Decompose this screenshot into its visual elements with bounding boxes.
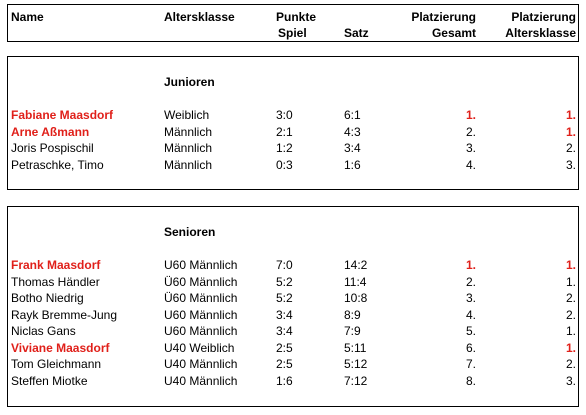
altersklasse-cell: Ü60 Männlich [164, 291, 238, 305]
alter-cell: 2. [565, 291, 576, 305]
player-name: Petraschke, Timo [11, 157, 104, 172]
spiel-cell: 0:3 [276, 157, 293, 172]
gesamt-cell: 4. [465, 157, 476, 172]
satz-cell: 1:6 [344, 157, 361, 172]
player-name: Fabiane Maasdorf [11, 108, 114, 122]
spiel-cell: 3:4 [276, 307, 293, 322]
col-altersklasse-header: Altersklasse [164, 10, 235, 24]
satz-cell: 10:8 [344, 291, 368, 305]
gesamt-cell: 8. [465, 373, 476, 388]
spiel-cell: 7:0 [276, 258, 293, 272]
spiel-cell: 1:2 [276, 141, 293, 155]
col-satz-header: Satz [344, 26, 369, 40]
altersklasse-cell: Männlich [164, 124, 213, 139]
satz-cell: 8:9 [344, 307, 361, 322]
alter-cell: 1. [565, 340, 576, 355]
satz-cell: 6:1 [344, 108, 361, 122]
spiel-cell: 5:2 [276, 291, 293, 305]
player-name: Thomas Händler [11, 274, 100, 289]
alter-cell: 1. [565, 124, 576, 139]
player-name: Steffen Miotke [11, 373, 88, 388]
player-name: Joris Pospischil [11, 141, 94, 155]
gesamt-cell: 2. [465, 274, 476, 289]
alter-cell: 1. [565, 258, 576, 272]
altersklasse-cell: Weiblich [164, 108, 210, 122]
alter-cell: 2. [565, 141, 576, 155]
spiel-cell: 2:5 [276, 357, 293, 371]
satz-cell: 3:4 [344, 141, 361, 155]
spiel-cell: 3:4 [276, 324, 293, 338]
gesamt-cell: 5. [465, 324, 476, 338]
col-spiel-header: Spiel [278, 26, 307, 40]
satz-cell: 7:9 [344, 324, 361, 338]
col-name-header: Name [11, 10, 44, 24]
gesamt-cell: 7. [465, 357, 476, 371]
satz-cell: 4:3 [344, 124, 361, 139]
altersklasse-cell: U60 Männlich [164, 307, 238, 322]
spiel-cell: 3:0 [276, 108, 293, 122]
spiel-cell: 2:1 [276, 124, 293, 139]
col-platzierung-alter-header: Platzierung [511, 10, 576, 24]
altersklasse-cell: U60 Männlich [164, 258, 238, 272]
gesamt-cell: 1. [465, 258, 476, 272]
player-name: Viviane Maasdorf [11, 340, 110, 355]
header-box: Name Altersklasse Punkte Spiel Satz Plat… [7, 4, 579, 42]
gesamt-cell: 4. [465, 307, 476, 322]
player-name: Arne Aßmann [11, 124, 90, 139]
altersklasse-cell: Männlich [164, 141, 213, 155]
col-altersklasse2-header: Altersklasse [505, 26, 576, 40]
player-name: Rayk Bremme-Jung [11, 307, 118, 322]
gesamt-cell: 1. [465, 108, 476, 122]
senioren-section: Senioren Frank Maasdorf U60 Männlich 7:0 14… [7, 206, 579, 407]
player-name: Tom Gleichmann [11, 357, 102, 371]
altersklasse-cell: U40 Weiblich [164, 340, 235, 355]
altersklasse-cell: U60 Männlich [164, 324, 238, 338]
junioren-section: Junioren Fabiane Maasdorf Weiblich 3:0 6:1 1… [7, 56, 579, 190]
gesamt-cell: 3. [465, 291, 476, 305]
spiel-cell: 5:2 [276, 274, 293, 289]
alter-cell: 2. [565, 307, 576, 322]
spiel-cell: 1:6 [276, 373, 293, 388]
satz-cell: 11:4 [344, 274, 367, 289]
section-title: Junioren [164, 75, 215, 89]
alter-cell: 2. [565, 357, 576, 371]
player-name: Frank Maasdorf [11, 258, 101, 272]
alter-cell: 1. [565, 274, 576, 289]
gesamt-cell: 3. [465, 141, 476, 155]
alter-cell: 1. [565, 324, 576, 338]
satz-cell: 5:12 [344, 357, 368, 371]
alter-cell: 3. [565, 373, 576, 388]
player-name: Niclas Gans [11, 324, 76, 338]
satz-cell: 7:12 [344, 373, 368, 388]
col-platzierung-gesamt-header: Platzierung [411, 10, 476, 24]
altersklasse-cell: U40 Männlich [164, 373, 238, 388]
section-title: Senioren [164, 225, 216, 239]
altersklasse-cell: Männlich [164, 157, 213, 172]
gesamt-cell: 2. [465, 124, 476, 139]
col-punkte-header: Punkte [276, 10, 317, 24]
satz-cell: 14:2 [344, 258, 368, 272]
alter-cell: 1. [565, 108, 576, 122]
spiel-cell: 2:5 [276, 340, 293, 355]
col-gesamt-header: Gesamt [431, 26, 476, 40]
satz-cell: 5:11 [344, 340, 367, 355]
alter-cell: 3. [565, 157, 576, 172]
player-name: Botho Niedrig [11, 291, 84, 305]
altersklasse-cell: U40 Männlich [164, 357, 238, 371]
altersklasse-cell: Ü60 Männlich [164, 274, 238, 289]
gesamt-cell: 6. [465, 340, 476, 355]
